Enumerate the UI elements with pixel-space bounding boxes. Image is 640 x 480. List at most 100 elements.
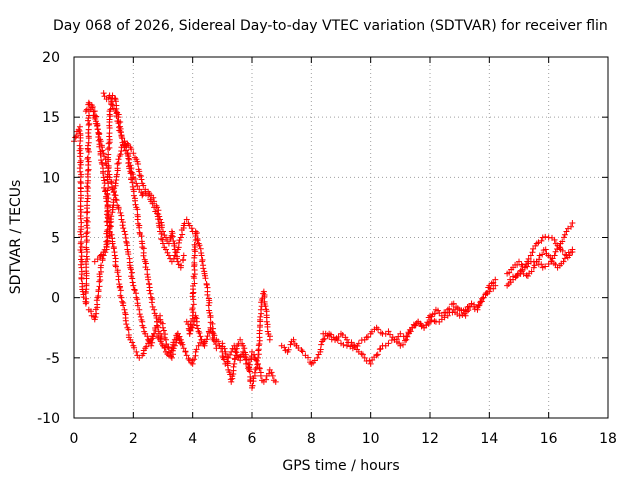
data-point [99,161,106,168]
data-point [139,192,146,199]
data-point [109,102,116,109]
data-point [180,252,187,259]
data-point [231,355,238,362]
data-point [118,216,125,223]
data-point [462,312,469,319]
data-point [128,146,135,153]
data-point [385,340,392,347]
data-point [84,256,91,263]
data-point [108,213,115,220]
data-point [134,182,141,189]
data-point [112,262,119,269]
data-point [104,198,111,205]
data-point [125,251,132,258]
data-point [170,237,177,244]
data-point [569,220,576,227]
data-point [456,312,463,319]
data-point [171,242,178,249]
data-point [436,318,443,325]
data-point [188,225,195,232]
data-point [486,288,493,295]
data-point [130,192,137,199]
data-point [157,316,164,323]
data-point [539,234,546,241]
data-point [105,195,112,202]
data-point [76,153,83,160]
data-point [343,342,350,349]
data-point [249,382,256,389]
data-point [133,180,140,187]
data-point [112,263,119,270]
data-point [168,345,175,352]
data-point [162,246,169,253]
data-point [397,342,404,349]
data-point [125,159,132,166]
data-point [87,308,94,315]
data-point [191,266,198,273]
data-point [559,238,566,245]
data-point [256,365,263,372]
data-point [105,146,112,153]
data-point [124,150,131,157]
data-point [77,215,84,222]
data-point [160,228,166,235]
data-point [359,351,366,358]
data-point [364,333,371,340]
data-point [252,366,259,373]
data-point [527,252,534,259]
data-point [104,171,111,178]
data-point [298,347,305,354]
data-point [138,176,145,183]
data-point [140,324,147,331]
data-point [186,330,193,337]
data-point [196,242,203,249]
data-point [114,160,121,167]
data-point [77,206,84,213]
data-point [116,284,123,291]
data-point [164,249,171,256]
data-point [559,247,566,254]
data-point [148,299,155,306]
data-point [189,305,196,312]
data-point [100,174,107,181]
data-point [147,290,154,297]
data-point [551,252,558,259]
data-point [92,314,99,321]
data-point [471,306,478,313]
data-point [117,128,124,135]
x-axis-label: GPS time / hours [282,458,399,474]
data-point [130,282,137,289]
data-point [198,336,205,343]
data-point [458,307,465,314]
y-tick-label: 5 [51,231,60,247]
data-point [192,348,199,355]
data-point [566,252,573,259]
data-point [127,266,134,273]
data-point [334,337,341,344]
data-point [205,302,212,309]
data-point [561,234,568,241]
data-point [104,214,111,221]
data-point [560,258,567,265]
data-point [373,352,380,359]
data-point [151,330,158,337]
data-point [170,255,177,262]
data-point [530,245,537,252]
data-point [506,269,513,276]
data-point [194,325,201,332]
data-point [410,321,417,328]
data-point [174,258,181,265]
data-point [125,326,132,333]
data-point [110,196,117,203]
x-tick-label: 6 [248,431,257,447]
data-point [446,305,453,312]
data-point [156,213,163,220]
data-point [552,248,559,255]
data-point [305,354,312,361]
data-point [191,280,198,287]
data-point [321,335,328,342]
data-point [122,231,129,238]
data-point [129,171,136,178]
data-point [222,350,229,357]
data-point [237,336,244,343]
